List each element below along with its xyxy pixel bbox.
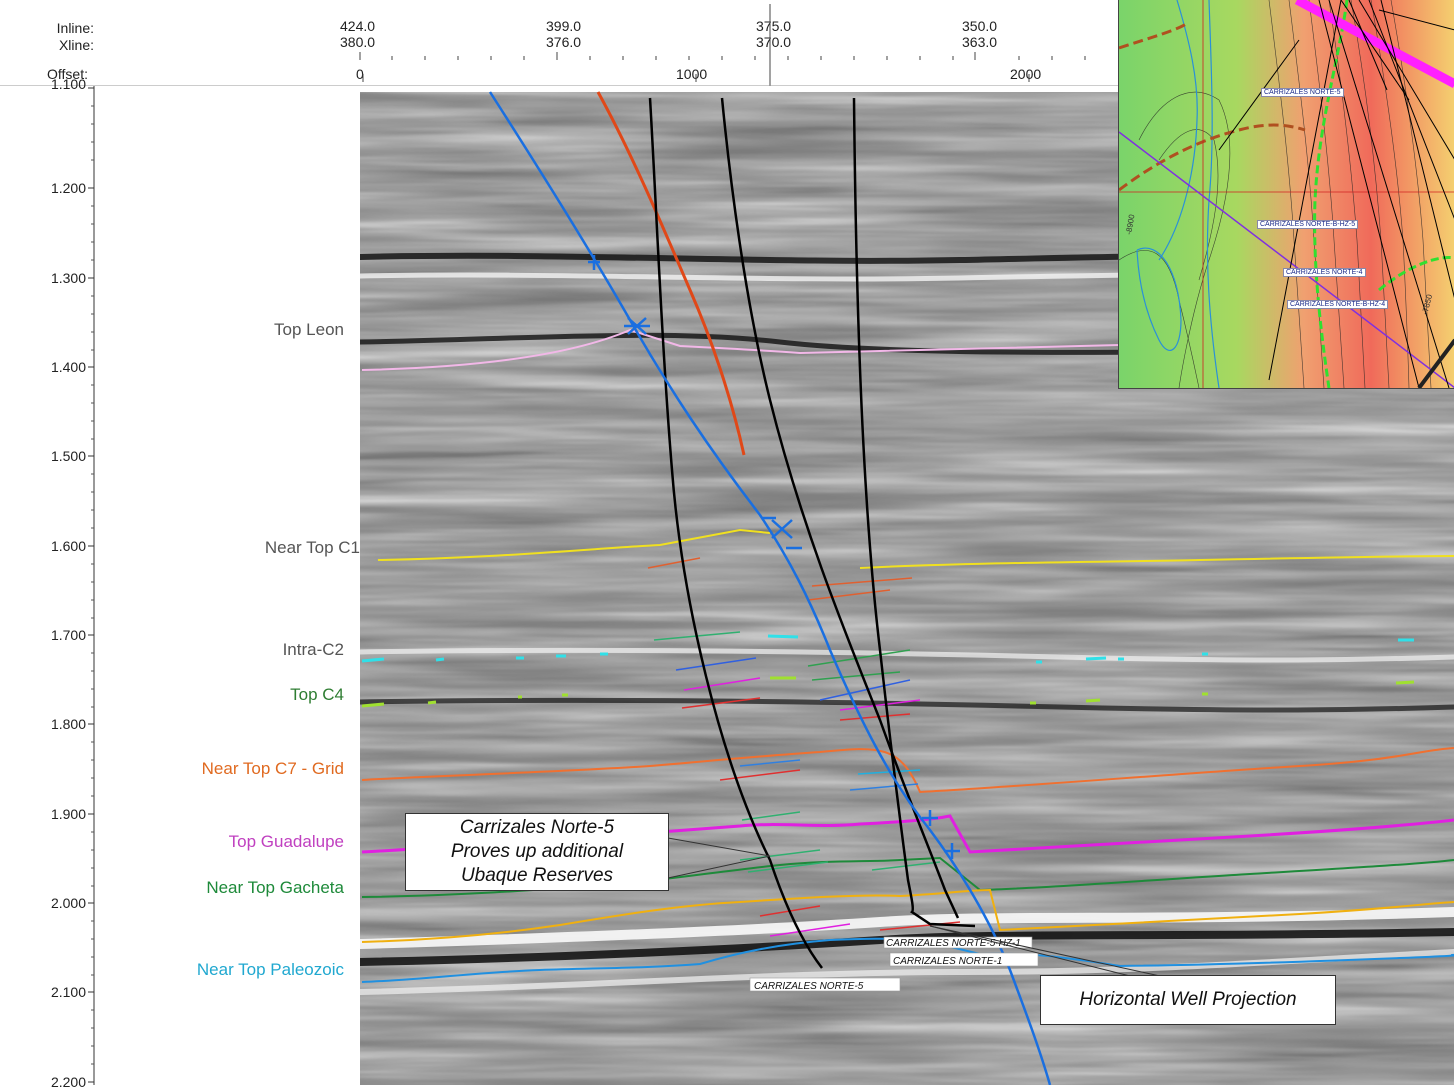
time-axis-ticks <box>88 86 95 1085</box>
offset-tick-1000: 1000 <box>676 66 708 82</box>
map-label-norte-b-hz-4: CARRIZALES NORTE-B-HZ-4 <box>1287 300 1389 309</box>
time-label-1700: 1.700 <box>50 627 86 643</box>
inline-tick-2: 399.0 <box>546 18 582 34</box>
time-label-1300: 1.300 <box>50 270 86 286</box>
xline-tick-3: 370.0 <box>756 34 792 50</box>
offset-row-label: Offset: <box>47 66 88 82</box>
offset-tick-2000: 2000 <box>1010 66 1042 82</box>
horizon-label-top-c4: Top C4 <box>290 685 344 704</box>
horizon-label-top-leon: Top Leon <box>274 320 344 339</box>
inline-tick-1: 424.0 <box>340 18 376 34</box>
offset-tick-0: 0 <box>356 66 364 82</box>
time-label-1100: 1.100 <box>50 76 86 92</box>
xline-tick-2: 376.0 <box>546 34 582 50</box>
time-label-1800: 1.800 <box>50 716 86 732</box>
callout-carrizales-norte-5: Carrizales Norte-5 Proves up additional … <box>405 813 669 891</box>
horizon-label-top-guadalupe: Top Guadalupe <box>228 832 344 851</box>
time-label-1600: 1.600 <box>50 538 86 554</box>
inset-map[interactable]: -7850 -8900 CARRIZALES NORTE-5 CARRIZALE… <box>1118 0 1454 389</box>
callout-carrizales-line2: Proves up additional <box>450 841 624 862</box>
callout-carrizales-line1: Carrizales Norte-5 <box>459 817 615 838</box>
time-label-1200: 1.200 <box>50 180 86 196</box>
horizon-label-near-top-paleozoic: Near Top Paleozoic <box>196 960 344 979</box>
callout-horizontal-well: Horizontal Well Projection <box>1040 975 1336 1025</box>
horizon-label-intra-c2: Intra-C2 <box>282 640 344 659</box>
horizon-label-near-top-c7: Near Top C7 - Grid <box>201 759 344 778</box>
time-label-1500: 1.500 <box>50 448 86 464</box>
time-label-2100: 2.100 <box>50 984 86 1000</box>
horizon-label-near-top-gacheta: Near Top Gacheta <box>206 878 344 897</box>
inset-map-canvas: -7850 -8900 <box>1119 0 1454 388</box>
inline-row-label: Inline: <box>56 20 94 36</box>
map-label-norte-b-hz-5: CARRIZALES NORTE-B-HZ-5 <box>1257 220 1359 229</box>
time-axis: 1.100 1.200 1.300 1.400 1.500 1.600 1.70… <box>0 76 96 1090</box>
map-contour-label-2: -8900 <box>1124 213 1137 235</box>
xline-tick-4: 363.0 <box>962 34 998 50</box>
header-tick-ruler <box>0 4 1454 86</box>
time-label-1400: 1.400 <box>50 359 86 375</box>
horizon-label-near-top-c1: Near Top C1 <box>264 538 360 557</box>
time-label-2000: 2.000 <box>50 895 86 911</box>
inline-tick-4: 350.0 <box>962 18 998 34</box>
xline-tick-1: 380.0 <box>340 34 376 50</box>
time-label-1900: 1.900 <box>50 806 86 822</box>
xline-row-label: Xline: <box>58 37 94 53</box>
map-label-norte-4: CARRIZALES NORTE-4 <box>1283 268 1366 277</box>
callout-carrizales-line3: Ubaque Reserves <box>460 865 614 886</box>
inline-tick-3: 375.0 <box>756 18 792 34</box>
map-label-norte-5: CARRIZALES NORTE-5 <box>1261 88 1344 97</box>
